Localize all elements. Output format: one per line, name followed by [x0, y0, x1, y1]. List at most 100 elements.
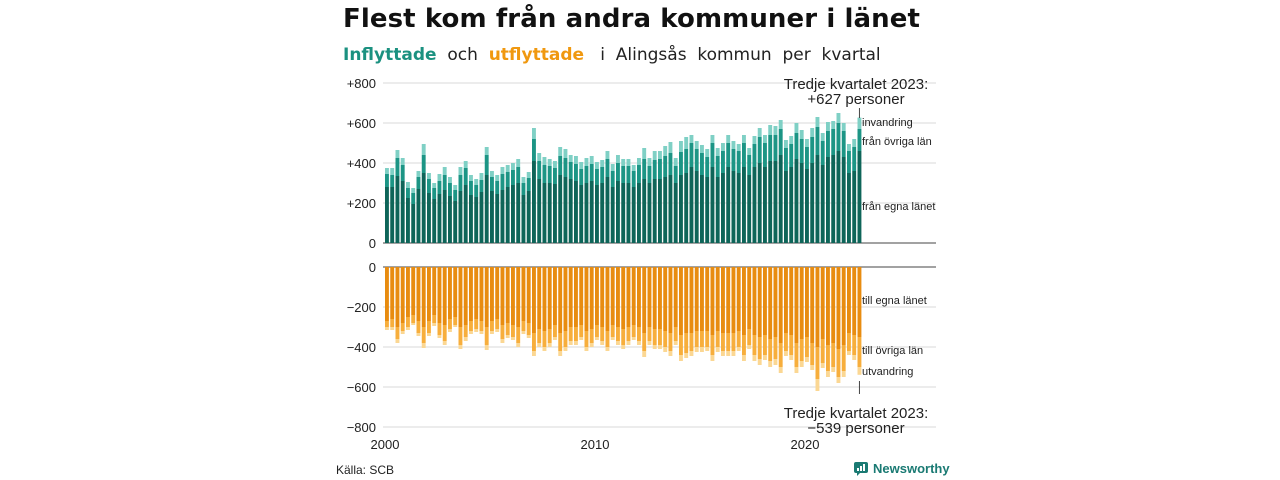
bar-out-1: [736, 331, 741, 347]
bar-in-1: [826, 131, 830, 157]
bar-out-2: [547, 343, 552, 347]
bar-out-1: [474, 319, 479, 329]
bar-in-2: [432, 183, 437, 188]
bar-in-1: [652, 160, 657, 179]
bar-in-2: [710, 135, 715, 143]
bar-out-1: [658, 329, 662, 345]
bar-in-1: [442, 175, 447, 190]
bar-out-1: [616, 327, 620, 341]
bar-out-1: [794, 343, 799, 367]
bar-out-2: [516, 343, 521, 347]
bar-in-2: [395, 150, 400, 158]
bar-in-1: [731, 149, 736, 171]
bar-in-2: [595, 162, 599, 169]
bar-in-2: [411, 188, 416, 193]
bar-in-0: [647, 183, 652, 243]
bar-out-2: [595, 337, 599, 340]
bar-out-1: [542, 331, 547, 347]
bar-out-0: [406, 267, 410, 317]
bar-in-1: [610, 171, 615, 187]
bar-in-2: [631, 165, 636, 171]
bar-in-1: [710, 143, 715, 167]
bar-out-2: [610, 337, 615, 340]
bar-out-1: [469, 321, 473, 331]
bar-in-1: [453, 190, 458, 201]
bar-in-0: [736, 173, 741, 243]
bar-in-1: [847, 151, 851, 173]
bar-in-0: [584, 183, 589, 243]
bar-in-1: [715, 156, 720, 177]
chart-subtitle: Inflyttade och utflyttade i Alingsås kom…: [343, 45, 881, 65]
bar-out-0: [526, 267, 531, 323]
bar-out-1: [626, 327, 631, 341]
bar-in-2: [836, 113, 841, 123]
bar-in-1: [763, 143, 767, 167]
bar-out-2: [826, 371, 830, 377]
bar-in-2: [768, 125, 773, 135]
bar-in-2: [668, 142, 673, 153]
bar-in-1: [542, 165, 547, 183]
bar-out-2: [705, 347, 710, 351]
bar-in-0: [668, 175, 673, 243]
bar-out-0: [852, 267, 857, 335]
bar-out-1: [595, 325, 599, 337]
bar-out-0: [589, 267, 594, 329]
bar-out-2: [784, 351, 788, 356]
bar-out-2: [437, 335, 442, 338]
bar-in-1: [395, 158, 400, 176]
bar-in-0: [721, 173, 725, 243]
bar-out-0: [705, 267, 710, 331]
bar-out-0: [421, 267, 426, 327]
bar-in-1: [768, 135, 773, 161]
bar-in-2: [778, 120, 783, 129]
bar-in-0: [610, 187, 615, 243]
bar-out-1: [747, 329, 752, 345]
bar-in-1: [579, 169, 584, 185]
bar-out-0: [784, 267, 788, 333]
bar-out-1: [563, 331, 568, 347]
bar-out-0: [721, 267, 725, 333]
bar-in-0: [684, 173, 689, 243]
chart-title: Flest kom från andra kommuner i länet: [343, 4, 921, 34]
bar-in-2: [453, 185, 458, 190]
bar-out-1: [637, 327, 641, 341]
label-till-ovriga-lan: till övriga län: [862, 345, 923, 357]
bar-out-1: [831, 343, 836, 367]
bar-in-0: [385, 187, 389, 243]
bar-out-0: [463, 267, 468, 325]
bar-out-2: [805, 357, 809, 362]
annotation-in-line1: Tredje kvartalet 2023:: [784, 76, 929, 93]
bar-in-2: [773, 126, 778, 135]
bar-out-0: [453, 267, 458, 317]
bar-out-2: [658, 345, 662, 349]
bar-out-1: [458, 327, 463, 345]
bar-in-1: [679, 152, 683, 175]
bar-out-0: [511, 267, 515, 325]
bar-in-1: [658, 159, 662, 179]
bar-in-2: [490, 171, 494, 177]
bar-out-1: [847, 333, 851, 351]
bar-in-0: [616, 181, 620, 243]
subtitle-rest: i Alingsås kommun per kvartal: [584, 45, 881, 65]
bar-out-2: [479, 331, 484, 334]
bar-in-0: [631, 187, 636, 243]
bar-in-2: [847, 144, 851, 151]
bar-in-2: [815, 117, 820, 127]
bar-in-0: [637, 183, 641, 243]
source-note: Källa: SCB: [336, 463, 395, 477]
bar-in-0: [526, 191, 531, 243]
bar-out-0: [395, 267, 400, 327]
bar-out-2: [484, 345, 489, 350]
bar-in-2: [658, 151, 662, 159]
bar-in-0: [516, 183, 521, 243]
bar-in-1: [705, 157, 710, 177]
bar-in-1: [784, 148, 788, 171]
bar-out-1: [537, 329, 542, 343]
bar-in-2: [579, 162, 584, 169]
bar-in-1: [742, 143, 746, 167]
bar-out-0: [469, 267, 473, 321]
bar-out-1: [568, 327, 573, 341]
bar-in-0: [794, 159, 799, 243]
bar-in-2: [736, 144, 741, 151]
bar-in-2: [558, 147, 563, 156]
